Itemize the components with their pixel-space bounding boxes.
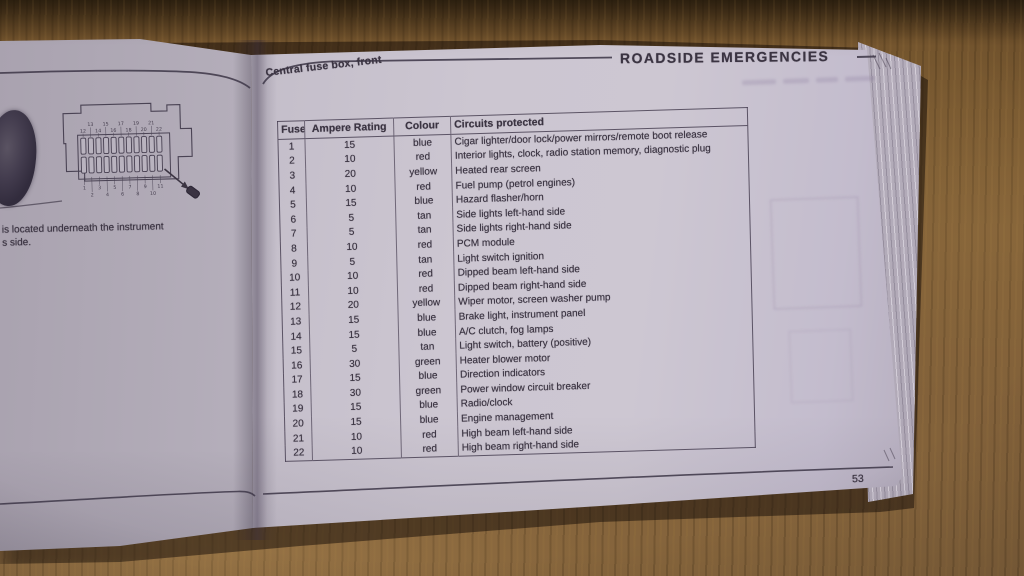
fuse-slot <box>118 136 125 154</box>
fuse-number-label: 15 <box>102 121 108 127</box>
table-cell: 1 <box>288 141 295 153</box>
fuse-number-label: 9 <box>144 184 147 190</box>
table-cell: blue <box>393 134 452 152</box>
table-cell: 12 <box>289 301 302 314</box>
fuse-slot <box>148 135 155 153</box>
fuse-slot <box>95 156 103 174</box>
fuse-slot <box>141 136 148 154</box>
table-cell: 17 <box>291 374 303 386</box>
fuse-number-label: 22 <box>156 127 162 133</box>
book-gutter-shadow <box>233 40 277 540</box>
fuse-slot <box>80 137 87 155</box>
table-cell: 19 <box>292 403 304 416</box>
table-cell: 13 <box>290 316 302 328</box>
fuse-slot <box>80 156 87 174</box>
table-cell: 11 <box>289 287 301 299</box>
fuse-number-label: 11 <box>157 184 163 190</box>
fuse-number-label: 3 <box>98 185 101 191</box>
table-cell: 14 <box>290 330 302 343</box>
fuse-number-label: 7 <box>128 184 131 190</box>
fuse-number-label: 20 <box>141 127 147 133</box>
fuse-slot <box>141 155 148 173</box>
fuse-slot <box>149 154 156 172</box>
table-cell: 3 <box>289 170 296 182</box>
fuse-number-label: 21 <box>148 120 154 126</box>
table-cell: 5 <box>290 199 296 211</box>
fuse-number-label: 1 <box>83 186 86 192</box>
fuse-slot <box>118 155 125 173</box>
left-page-caption: is located underneath the instrument s s… <box>2 220 164 249</box>
table-cell: 9 <box>291 258 298 270</box>
show-through-diagram <box>788 328 854 404</box>
fuse-table-wrap: Fuse Ampere Rating Colour Circuits protecte… <box>277 107 756 462</box>
table-cell: 22 <box>293 447 305 459</box>
fuse-number-label: 18 <box>125 127 131 133</box>
table-cell: 15 <box>290 345 303 357</box>
table-cell: 18 <box>291 389 304 401</box>
fuse-number-label: 8 <box>136 191 139 197</box>
fuse-array-frame <box>77 132 172 180</box>
fuse-slot <box>103 156 110 174</box>
page-number: 53 <box>851 472 864 486</box>
table-cell: 10 <box>312 442 402 461</box>
fuse-slot <box>103 137 110 155</box>
table-cell: 7 <box>290 228 297 240</box>
table-cell: 2 <box>289 155 295 168</box>
fuse-box-diagram: 13 15 17 19 21 12 14 16 18 20 22 1 3 5 7 9 11 2 4 6 8 10 <box>51 96 204 205</box>
show-through-diagram <box>770 196 862 310</box>
fuse-slot <box>111 155 118 173</box>
fuse-number-label: 4 <box>106 192 109 198</box>
table-cell: 6 <box>290 214 297 226</box>
fuse-slot <box>110 136 117 154</box>
column-header: Colour <box>393 116 451 137</box>
table-cell: 4 <box>289 185 296 197</box>
fuse-slot <box>87 137 95 155</box>
fuse-table: Fuse Ampere Rating Colour Circuits protecte… <box>277 107 756 462</box>
fuse-slot <box>133 136 140 154</box>
fuse-number-label: 6 <box>121 192 124 198</box>
fuse-slot <box>95 137 102 155</box>
fuse-slot <box>125 136 133 154</box>
table-cell: 16 <box>291 360 303 372</box>
fuse-puller-icon <box>186 185 201 199</box>
fuse-number-label: 19 <box>133 121 139 127</box>
table-cell: 21 <box>292 433 305 445</box>
fuse-number-label: 2 <box>91 192 94 198</box>
chapter-header: ROADSIDE EMERGENCIES <box>619 48 830 67</box>
fuse-slot <box>88 156 95 174</box>
fuse-number-label: 16 <box>110 128 116 134</box>
table-cell: red <box>401 441 459 459</box>
arrow-head <box>180 181 190 190</box>
fuse-number-label: 13 <box>87 122 93 128</box>
fuse-number-label: 5 <box>113 185 116 191</box>
fuse-slot <box>126 155 133 173</box>
table-cell: 10 <box>289 272 301 284</box>
fuse-slot <box>133 155 141 173</box>
column-header: Fuse <box>277 120 305 140</box>
fuse-number-label: 12 <box>80 129 86 135</box>
table-cell: 20 <box>292 418 304 430</box>
fuse-number-label: 10 <box>150 191 156 197</box>
table-cell: 8 <box>291 243 297 255</box>
fuse-slot <box>156 135 163 153</box>
fuse-slot <box>156 154 163 172</box>
fuse-number-label: 17 <box>118 121 124 127</box>
fuse-number-label: 14 <box>95 128 101 134</box>
